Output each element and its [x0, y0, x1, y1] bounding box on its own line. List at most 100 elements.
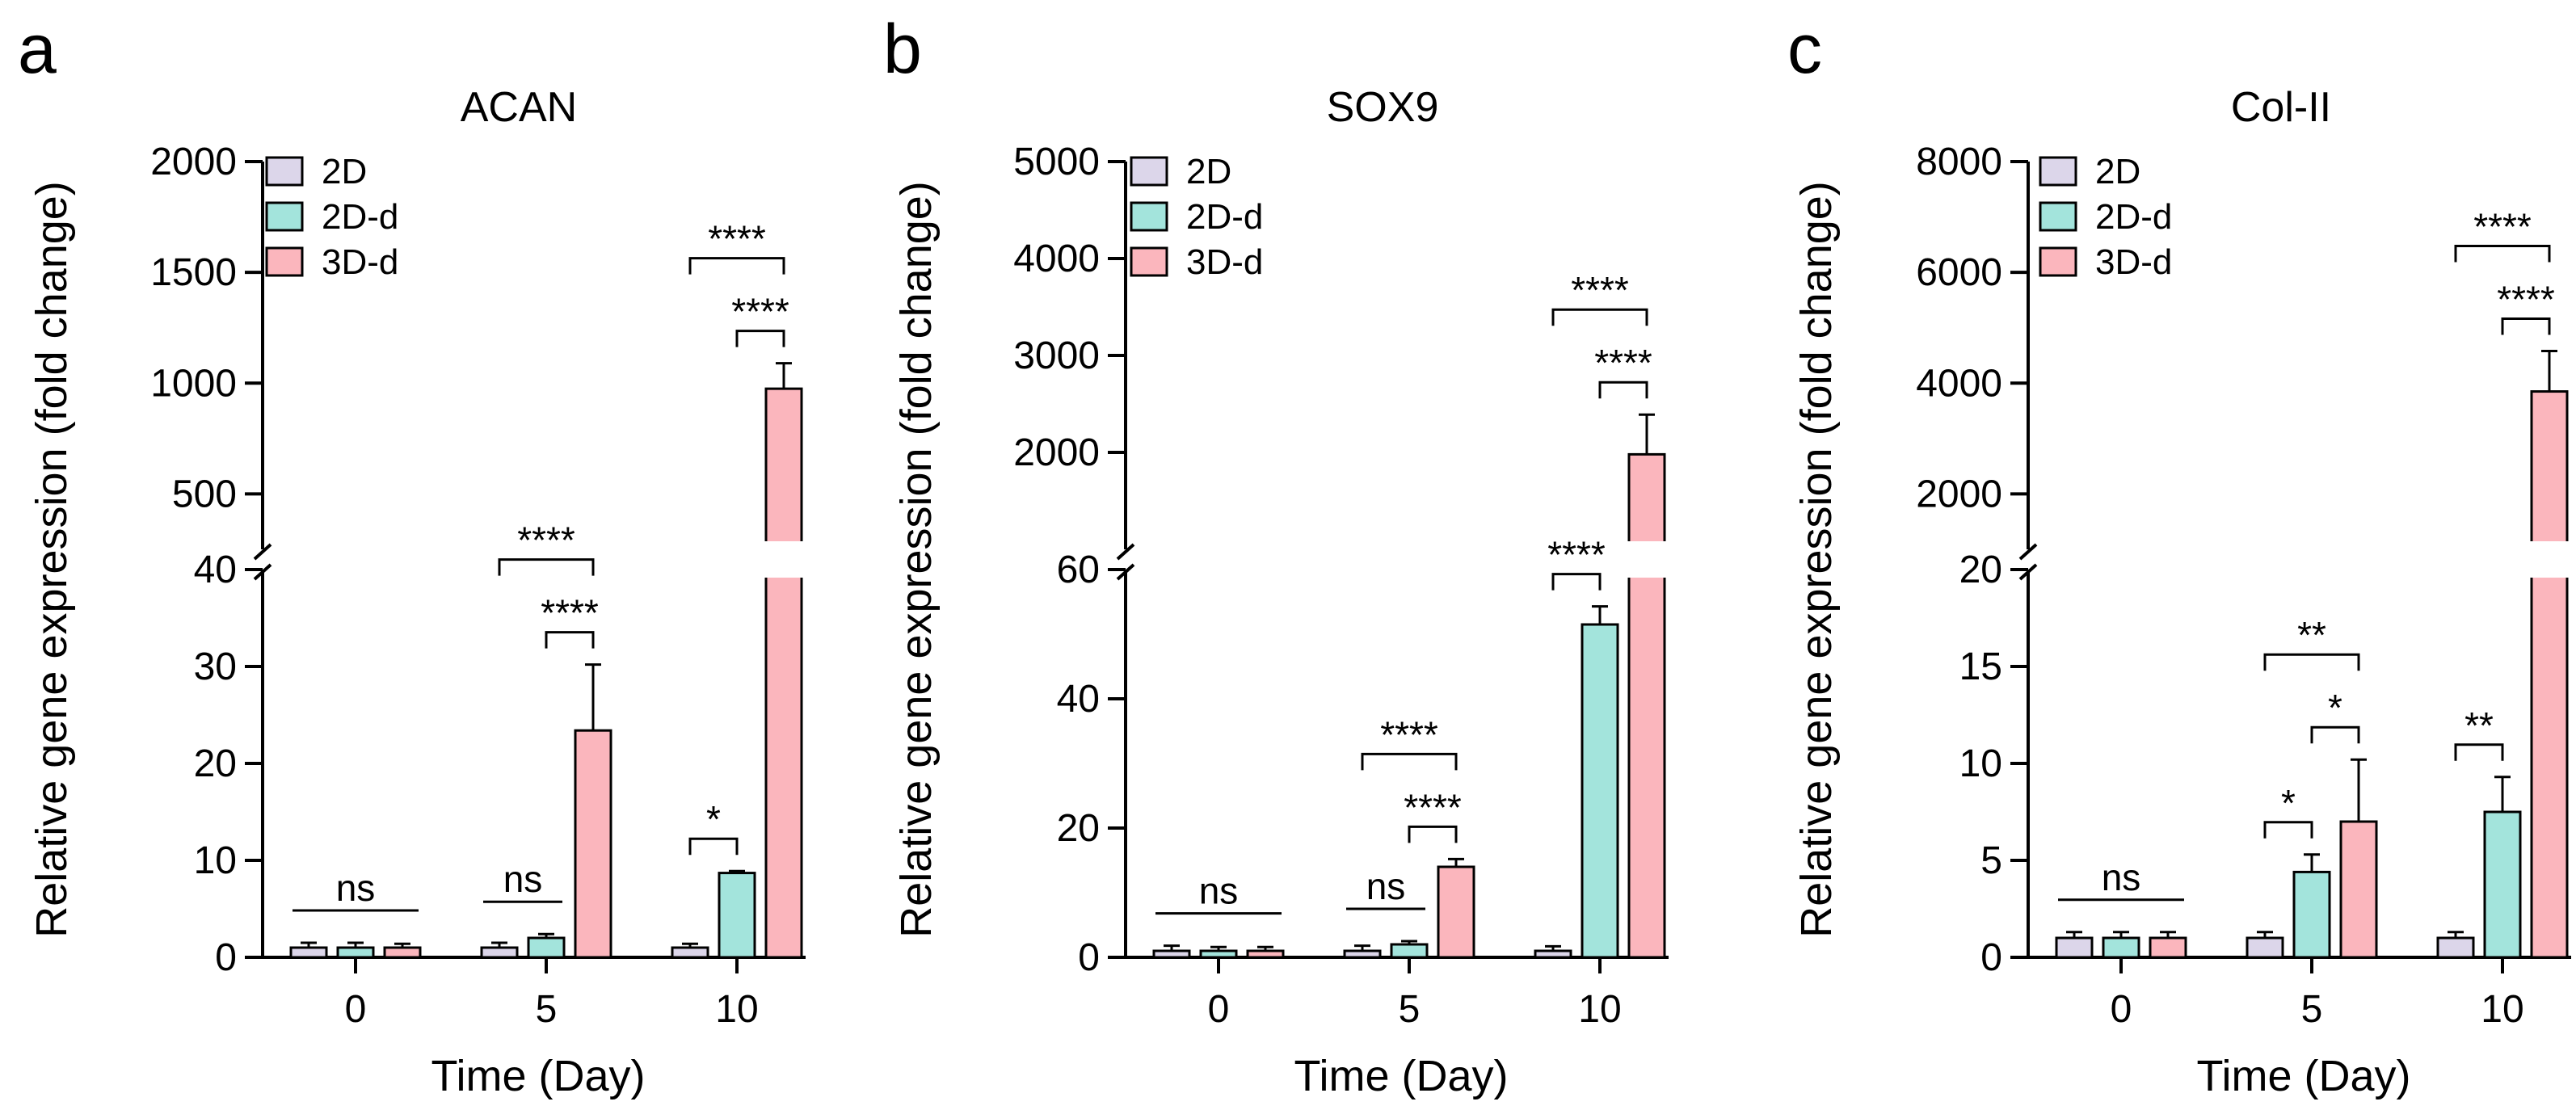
y-tick-label: 1500 — [150, 251, 237, 294]
bar-break-gap — [763, 541, 805, 578]
bar — [1246, 949, 1285, 959]
bar — [1627, 452, 1666, 551]
significance-bracket — [735, 330, 785, 347]
significance-bracket — [2310, 725, 2360, 744]
bar-break-gap — [1626, 541, 1668, 578]
legend-label: 3D-d — [1186, 242, 1263, 282]
bar — [2055, 936, 2094, 959]
bar — [1627, 568, 1666, 959]
significance-bracket — [2454, 743, 2504, 761]
y-axis-label: Relative gene expression (fold change) — [892, 181, 941, 938]
significance-bracket — [2263, 821, 2313, 839]
chart-title: ACAN — [461, 84, 577, 131]
y-tick-label: 0 — [1980, 936, 2002, 979]
legend-label: 2D-d — [322, 197, 398, 237]
bar — [1199, 949, 1238, 959]
x-tick-label: 0 — [1208, 988, 1230, 1031]
significance-bracket — [1551, 573, 1602, 591]
y-tick-label: 60 — [1057, 549, 1100, 591]
significance-bracket — [2263, 653, 2360, 671]
y-axis-label: Relative gene expression (fold change) — [1792, 181, 1841, 938]
y-tick-label: 2000 — [1013, 431, 1100, 474]
panel-b: b SOX9 Relative gene expression (fold chan… — [883, 11, 1669, 1100]
significance-label: ns — [1366, 865, 1406, 907]
y-tick-label: 20 — [194, 742, 237, 785]
y-tick-label: 20 — [1959, 549, 2002, 591]
bar — [1390, 943, 1429, 959]
significance-label: * — [706, 798, 721, 840]
x-tick-label: 10 — [715, 988, 758, 1031]
bar — [383, 946, 422, 959]
legend-swatch — [2039, 246, 2077, 277]
significance-label: * — [2328, 687, 2342, 729]
significance-label: ns — [336, 867, 376, 909]
panel-letter: a — [18, 11, 57, 88]
y-axis-label: Relative gene expression (fold change) — [27, 181, 76, 938]
bar — [1534, 949, 1572, 959]
y-tick-label: 40 — [1057, 678, 1100, 721]
x-tick-label: 5 — [1399, 988, 1421, 1031]
y-tick-label: 10 — [194, 839, 237, 882]
axis-break-mark — [2018, 543, 2038, 561]
legend-label: 3D-d — [2095, 242, 2172, 282]
bar — [671, 946, 709, 959]
significance-label: ns — [503, 858, 543, 900]
y-tick-label: 40 — [194, 549, 237, 591]
bar — [2530, 568, 2569, 959]
y-tick-label: 10 — [1959, 742, 2002, 785]
panel-a: a ACAN Relative gene expression (fold chan… — [18, 11, 806, 1100]
x-axis-label: Time (Day) — [431, 1052, 646, 1100]
legend-swatch — [2039, 201, 2077, 232]
bar — [480, 946, 519, 959]
significance-label: **** — [1571, 269, 1629, 311]
significance-bracket — [688, 257, 785, 275]
x-tick-label: 5 — [536, 988, 558, 1031]
significance-label: **** — [1547, 534, 1606, 576]
x-axis-label: Time (Day) — [1294, 1052, 1509, 1100]
bar — [2483, 810, 2522, 959]
y-tick-label: 500 — [172, 473, 237, 515]
panel-letter: c — [1787, 11, 1822, 88]
bar — [289, 946, 328, 959]
legend-label: 2D — [2095, 152, 2140, 191]
significance-label: ** — [2464, 704, 2494, 746]
axis-break-mark — [2018, 563, 2038, 581]
x-axis-label: Time (Day) — [2197, 1052, 2411, 1100]
legend-label: 3D-d — [322, 242, 398, 282]
legend-swatch — [2039, 156, 2077, 187]
significance-label: **** — [708, 218, 766, 260]
y-tick-label: 30 — [194, 645, 237, 688]
panel-c: c Col-II Relative gene expression (fold ch… — [1787, 11, 2571, 1100]
legend-label: 2D — [322, 152, 367, 191]
axis-break-mark — [1116, 543, 1135, 561]
bar-break-gap — [2528, 541, 2570, 578]
bar — [1581, 623, 1619, 959]
bar — [1343, 949, 1382, 959]
bar — [2530, 390, 2569, 551]
bar — [2246, 936, 2284, 959]
legend-label: 2D-d — [2095, 197, 2172, 237]
legend-swatch — [265, 156, 304, 187]
bar — [1152, 949, 1191, 959]
bar — [527, 936, 566, 959]
significance-label: ** — [2297, 614, 2326, 656]
legend-swatch — [1130, 156, 1168, 187]
y-tick-label: 2000 — [150, 141, 237, 183]
significance-label: **** — [731, 291, 789, 333]
bar — [574, 729, 612, 959]
legend-swatch — [265, 201, 304, 232]
bar — [764, 387, 803, 551]
x-tick-label: 10 — [2481, 988, 2523, 1031]
bar — [2436, 936, 2475, 959]
significance-bracket — [498, 558, 595, 576]
chart-title: Col-II — [2231, 84, 2331, 131]
axis-break-mark — [253, 563, 272, 581]
significance-bracket — [545, 631, 595, 649]
y-tick-label: 20 — [1057, 807, 1100, 850]
legend-swatch — [265, 246, 304, 277]
significance-label: **** — [1404, 786, 1462, 828]
bar — [764, 568, 803, 959]
significance-bracket — [1361, 752, 1458, 771]
y-tick-label: 6000 — [1916, 251, 2002, 294]
bar — [2149, 936, 2187, 959]
